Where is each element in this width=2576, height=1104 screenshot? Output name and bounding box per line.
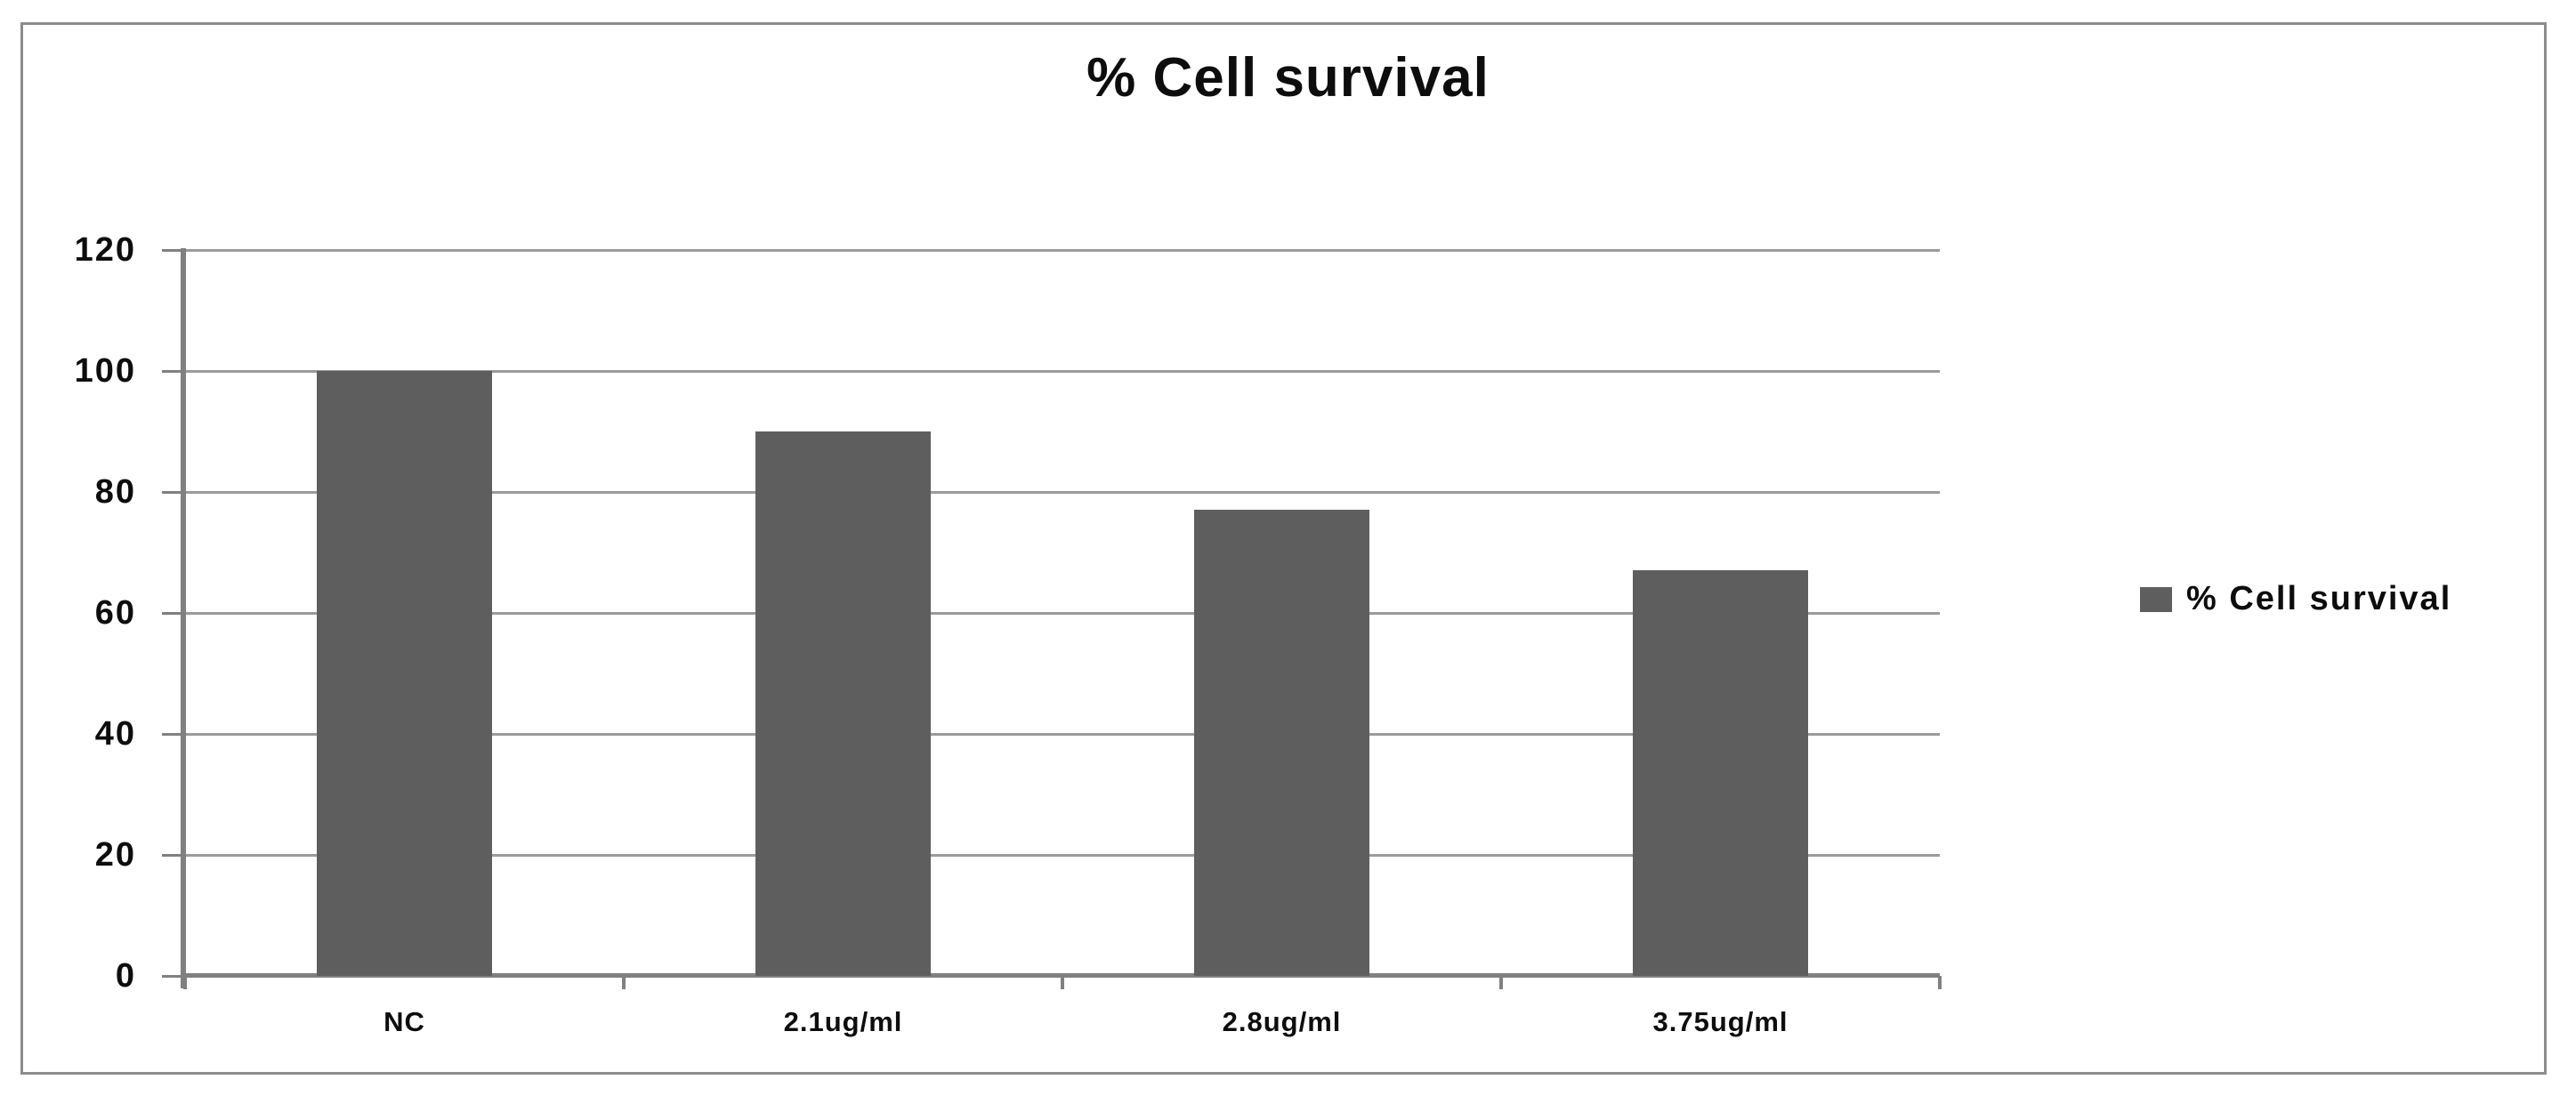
gridline-y-100: [185, 370, 1940, 373]
legend: % Cell survival: [2140, 580, 2451, 618]
y-axis-label-80: 80: [94, 473, 136, 511]
gridline-y-120: [185, 249, 1940, 252]
y-axis-tick-80: [162, 491, 185, 494]
y-axis-tick-100: [162, 370, 185, 373]
x-axis-label-3.75ug/ml: 3.75ug/ml: [1652, 1006, 1789, 1037]
x-axis-line: [181, 973, 1940, 978]
y-axis-label-40: 40: [94, 715, 136, 753]
chart-title: % Cell survival: [1086, 47, 1490, 109]
gridline-y-60: [185, 612, 1940, 615]
y-axis-line: [181, 248, 186, 988]
x-axis-tick-0: [183, 976, 187, 989]
legend-label: % Cell survival: [2186, 580, 2452, 617]
plot-area: 0 20 40 60 80 100 120 NC 2.1ug/ml 2.8ug/ml 3.75ug/…: [75, 232, 1942, 1037]
gridline-y-20: [185, 854, 1940, 857]
x-axis-tick-1: [622, 976, 626, 989]
bar-2.1ug/ml: [755, 431, 931, 976]
legend-marker-icon: [2140, 586, 2172, 612]
y-axis-tick-40: [162, 733, 185, 736]
x-axis-label-2.1ug/ml: 2.1ug/ml: [783, 1006, 903, 1037]
x-axis-tick-3: [1499, 976, 1503, 989]
y-axis-label-100: 100: [74, 352, 136, 390]
y-axis-label-60: 60: [94, 594, 136, 632]
y-axis-tick-0: [162, 975, 185, 978]
y-axis-tick-60: [162, 612, 185, 615]
gridline-y-40: [185, 733, 1940, 736]
bar-NC: [317, 371, 492, 976]
gridline-y-80: [185, 491, 1940, 494]
y-axis-label-20: 20: [94, 836, 136, 874]
bar-3.75ug/ml: [1633, 570, 1808, 976]
y-axis-tick-20: [162, 854, 185, 857]
x-axis-tick-4: [1938, 976, 1942, 989]
y-axis-label-120: 120: [74, 231, 136, 269]
bar-2.8ug/ml: [1194, 510, 1369, 976]
x-axis-tick-2: [1061, 976, 1064, 989]
x-axis-label-2.8ug/ml: 2.8ug/ml: [1222, 1006, 1342, 1037]
y-axis-tick-120: [162, 249, 185, 252]
x-axis-label-NC: NC: [384, 1006, 425, 1037]
y-axis-label-0: 0: [115, 957, 136, 995]
